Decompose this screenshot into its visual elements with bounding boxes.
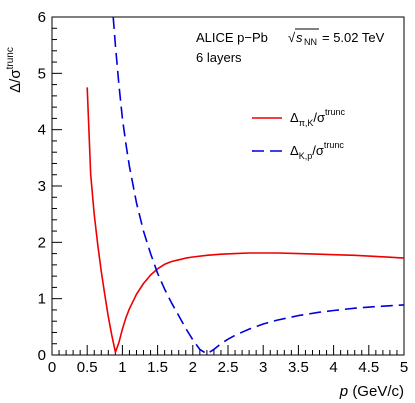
energy-subscript: NN	[304, 37, 317, 47]
y-tick-label: 2	[38, 234, 46, 251]
y-axis-title: Δ/σtrunc	[5, 47, 24, 93]
x-tick-label: 2.5	[218, 359, 239, 376]
y-tick-label: 5	[38, 65, 46, 82]
series-line-kp	[113, 17, 404, 354]
legend-label-pik: Δπ,K/σtrunc	[290, 107, 346, 128]
annotation-layers: 6 layers	[196, 50, 242, 65]
x-tick-label: 3.5	[288, 359, 309, 376]
legend-label-kp: ΔK,p/σtrunc	[290, 140, 344, 161]
y-tick-label: 3	[38, 178, 46, 195]
y-axis-ticks: 0 1 2 3 4 5 6	[38, 9, 62, 364]
x-tick-label: 0.5	[77, 359, 98, 376]
legend: Δπ,K/σtrunc ΔK,p/σtrunc	[252, 107, 346, 161]
energy-symbol: s	[296, 30, 303, 45]
y-tick-label: 0	[38, 347, 46, 364]
y-tick-label: 4	[38, 122, 46, 139]
x-tick-label: 1.5	[147, 359, 168, 376]
x-tick-label: 5	[400, 359, 408, 376]
x-axis-ticks: 0 0.5 1 1.5 2 2.5 3 3.5 4 4.5 5	[48, 345, 408, 376]
y-tick-label: 1	[38, 291, 46, 308]
x-axis-title: p (GeV/c)	[339, 383, 404, 400]
y-tick-label: 6	[38, 9, 46, 26]
annotation-energy: √ s NN = 5.02 TeV	[288, 29, 385, 47]
series-layer	[87, 17, 404, 354]
x-tick-label: 3	[259, 359, 267, 376]
sqrt-symbol: √	[288, 30, 296, 45]
plot-frame	[52, 17, 404, 355]
x-tick-label: 4.5	[358, 359, 379, 376]
x-tick-label: 0	[48, 359, 56, 376]
energy-value: = 5.02 TeV	[322, 30, 385, 45]
annotation-experiment: ALICE p−Pb	[196, 30, 268, 45]
x-tick-label: 1	[118, 359, 126, 376]
x-tick-label: 4	[329, 359, 337, 376]
series-line-pik	[87, 87, 404, 352]
x-tick-label: 2	[189, 359, 197, 376]
